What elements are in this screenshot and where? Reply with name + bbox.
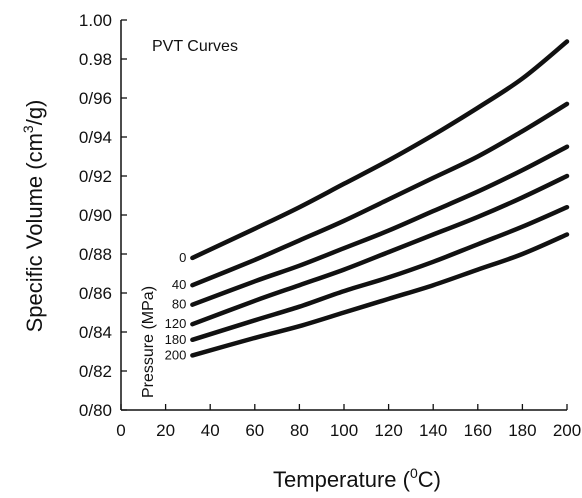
x-axis-title-superscript: 0 (410, 465, 418, 481)
x-tick-label: 60 (245, 421, 264, 440)
series-line-120 (190, 173, 570, 327)
series-lines (190, 39, 570, 358)
x-tick-label: 40 (201, 421, 220, 440)
y-axis-title-main: Specific Volume (cm (22, 133, 47, 332)
y-tick-label: 0/94 (79, 128, 112, 147)
y-tick-label: 0/84 (79, 323, 112, 342)
series-line-200 (190, 232, 570, 358)
series-line-180 (190, 204, 570, 343)
y-tick-label: 0/82 (79, 362, 112, 381)
y-tick-label: 0.98 (79, 50, 112, 69)
y-tick-label: 0/88 (79, 245, 112, 264)
y-axis-title: Specific Volume (cm3/g) (20, 100, 47, 333)
x-axis-title-main: Temperature ( (273, 467, 411, 492)
x-tick-label: 80 (290, 421, 309, 440)
series-label-80: 80 (172, 297, 186, 312)
x-tick-label: 140 (419, 421, 447, 440)
x-tick-label: 160 (464, 421, 492, 440)
series-label-120: 120 (165, 316, 187, 331)
x-tick-label: 20 (156, 421, 175, 440)
series-line-40 (190, 101, 570, 288)
x-axis-title: Temperature (0C) (273, 465, 441, 492)
series-label-0: 0 (179, 250, 186, 265)
x-tick-label: 100 (330, 421, 358, 440)
x-tick-label: 0 (116, 421, 125, 440)
y-tick-label: 0/90 (79, 206, 112, 225)
x-tick-label: 200 (553, 421, 581, 440)
series-line-80 (190, 144, 570, 307)
y-tick-label: 0/92 (79, 167, 112, 186)
series-label-40: 40 (172, 277, 186, 292)
series-axis-label: Pressure (MPa) (140, 286, 157, 398)
y-tick-label: 0/86 (79, 284, 112, 303)
y-axis-title-end: /g) (22, 100, 47, 126)
x-axis-title-end: C) (418, 467, 441, 492)
x-tick-label: 180 (508, 421, 536, 440)
y-tick-label: 1.00 (79, 11, 112, 30)
series-label-180: 180 (165, 332, 187, 347)
series-label-200: 200 (165, 347, 187, 362)
y-axis-title-superscript: 3 (20, 125, 36, 133)
plot-title: PVT Curves (152, 38, 238, 55)
y-tick-label: 0/80 (79, 401, 112, 420)
y-tick-label: 0/96 (79, 89, 112, 108)
x-tick-label: 120 (374, 421, 402, 440)
axis-ticks: 0 20 40 60 80 100 120 140 160 180 2000/800/820/840… (79, 11, 581, 440)
plot-area (120, 20, 567, 411)
series-line-0 (190, 39, 570, 261)
